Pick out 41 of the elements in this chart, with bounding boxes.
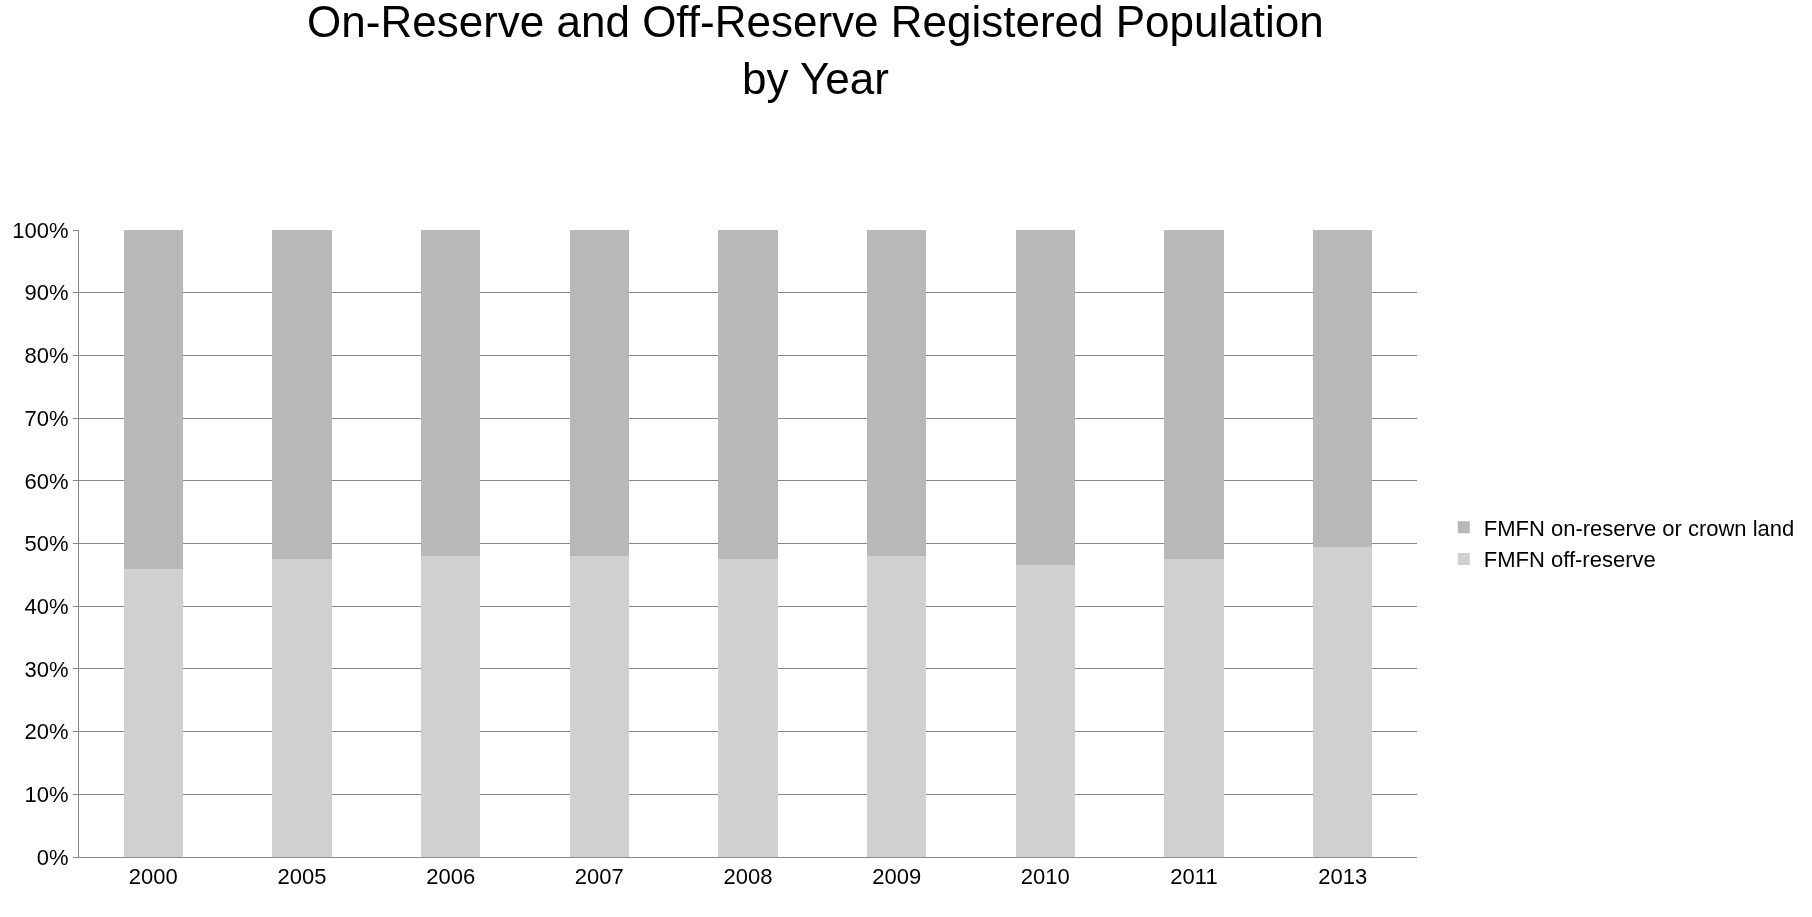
y-tick-label: 0% xyxy=(36,844,69,870)
bar xyxy=(569,556,630,857)
x-tick-label: 2008 xyxy=(723,864,773,890)
y-tick-label: 60% xyxy=(24,468,69,494)
x-tick-label: 2009 xyxy=(872,864,922,890)
x-tick-label: 2013 xyxy=(1318,864,1368,890)
y-tick-label: 20% xyxy=(24,719,69,745)
bar xyxy=(866,230,927,557)
x-tick-label: 2007 xyxy=(574,864,624,890)
bar xyxy=(1015,565,1076,857)
bar xyxy=(1312,546,1373,857)
y-tick-label: 50% xyxy=(24,531,69,557)
bar xyxy=(569,230,630,557)
bar xyxy=(866,556,927,857)
x-tick-label: 2011 xyxy=(1170,864,1218,890)
bar xyxy=(272,559,332,857)
legend-label: FMFN off-reserve xyxy=(1483,547,1656,573)
bar xyxy=(718,230,778,560)
bar xyxy=(420,230,481,557)
y-tick-label: 70% xyxy=(24,405,69,431)
legend-label: FMFN on-reserve or crown land xyxy=(1483,515,1795,541)
bar xyxy=(123,568,184,857)
x-tick-label: 2010 xyxy=(1020,864,1070,890)
x-tick-label: 2006 xyxy=(426,864,476,890)
y-tick-label: 40% xyxy=(24,593,69,619)
y-tick-label: 100% xyxy=(12,217,69,243)
bar xyxy=(1312,230,1373,547)
y-tick-label: 80% xyxy=(24,343,69,369)
bar xyxy=(718,559,778,857)
y-tick-label: 10% xyxy=(24,782,69,807)
bar xyxy=(1164,559,1224,857)
x-tick-label: 2005 xyxy=(277,864,327,890)
y-tick-label: 90% xyxy=(24,280,69,306)
bar xyxy=(420,556,481,857)
bar xyxy=(1015,230,1076,566)
bar xyxy=(272,230,332,560)
bar xyxy=(1164,230,1224,560)
x-tick-label: 2000 xyxy=(128,864,178,890)
y-tick-label: 30% xyxy=(24,656,69,682)
chart-title: On-Reserve and Off-Reserve Registered Population by Year xyxy=(307,0,1324,103)
bar xyxy=(123,230,184,569)
